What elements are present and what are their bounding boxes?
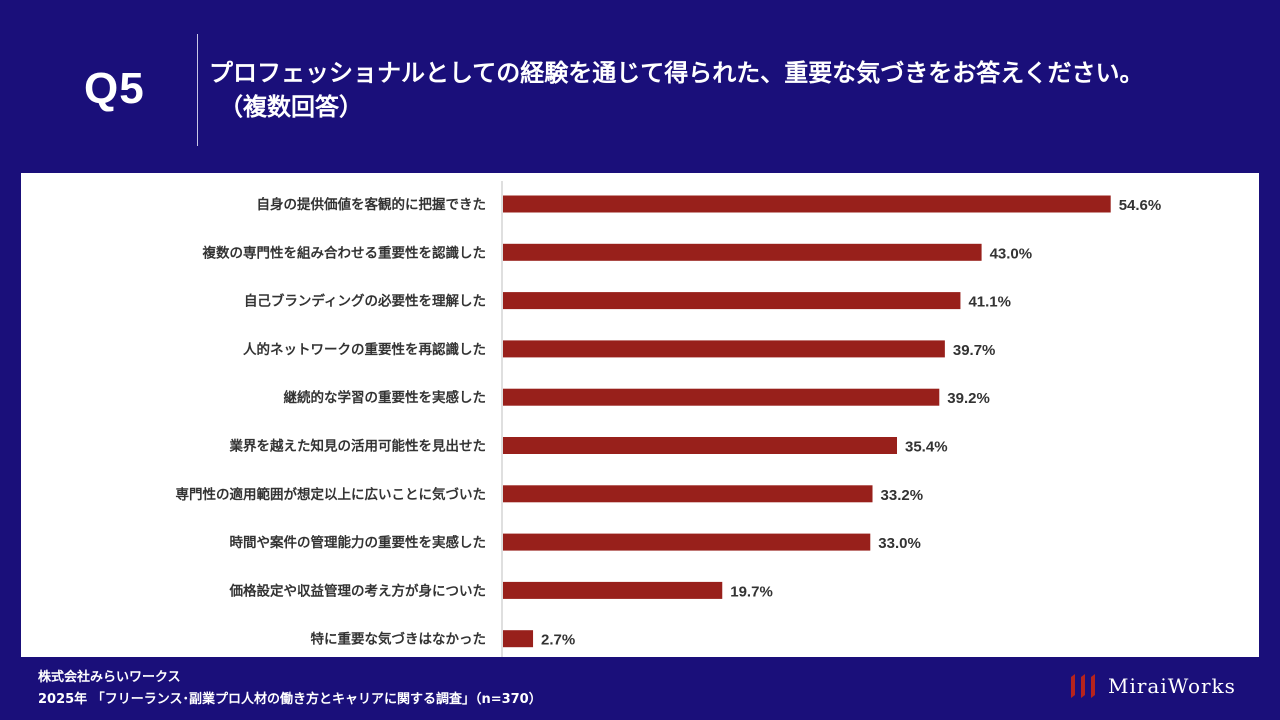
bar [503, 581, 723, 599]
header-divider [197, 34, 198, 146]
value-label: 33.2% [881, 487, 924, 504]
category-label: 業界を越えた知見の活用可能性を見出せた [229, 438, 487, 455]
category-label: 自己ブランディングの必要性を理解した [244, 293, 486, 310]
bar [503, 437, 898, 454]
bar [503, 340, 945, 358]
value-label: 19.7% [730, 583, 773, 600]
value-label: 2.7% [541, 632, 575, 649]
category-label: 継続的な学習の重要性を実感した [284, 389, 487, 406]
category-label: 人的ネットワークの重要性を再認識した [243, 341, 486, 358]
footer: 株式会社みらいワークス 2025年 「フリーランス･副業プロ人材の働き方とキャリ… [38, 667, 542, 711]
bar [503, 195, 1111, 213]
company-name: 株式会社みらいワークス [38, 670, 181, 685]
category-label: 特に重要な気づきはなかった [311, 631, 487, 648]
bar-chart: 自身の提供価値を客観的に把握できた 54.6% 複数の専門性を組み合わせる重要性を認… [176, 181, 1162, 657]
question-title: プロフェッショナルとしての経験を通じて得られた、重要な気づきをお答えください。 … [209, 56, 1144, 124]
value-label: 41.1% [968, 294, 1011, 311]
value-label: 39.7% [953, 342, 996, 359]
category-label: 自身の提供価値を客観的に把握できた [257, 196, 487, 213]
logo-text: MiraiWorks [1108, 674, 1236, 698]
value-label: 43.0% [990, 245, 1033, 262]
bar [503, 292, 961, 310]
value-label: 39.2% [947, 390, 990, 407]
category-label: 専門性の適用範囲が想定以上に広いことに気づいた [176, 486, 487, 503]
category-label: 時間や案件の管理能力の重要性を実感した [230, 534, 487, 551]
value-label: 33.0% [878, 535, 921, 552]
mirai-works-logo: MiraiWorks [1068, 673, 1236, 699]
chart-panel: 自身の提供価値を客観的に把握できた 54.6% 複数の専門性を組み合わせる重要性を認… [21, 173, 1259, 657]
logo-mark-icon [1071, 674, 1095, 698]
bar [503, 388, 940, 406]
category-label: 価格設定や収益管理の考え方が身についた [229, 582, 487, 599]
question-number: Q5 [84, 64, 145, 113]
bar [503, 243, 982, 261]
question-title-line2: （複数回答） [219, 93, 363, 121]
bar [503, 485, 873, 503]
survey-name: 2025年 「フリーランス･副業プロ人材の働き方とキャリアに関する調査」（n=3… [38, 692, 542, 707]
category-label: 複数の専門性を組み合わせる重要性を認識した [202, 244, 487, 261]
bar [503, 630, 534, 648]
value-label: 35.4% [905, 439, 948, 456]
question-title-line1: プロフェッショナルとしての経験を通じて得られた、重要な気づきをお答えください。 [209, 59, 1144, 87]
bar [503, 533, 871, 551]
value-label: 54.6% [1119, 197, 1162, 214]
